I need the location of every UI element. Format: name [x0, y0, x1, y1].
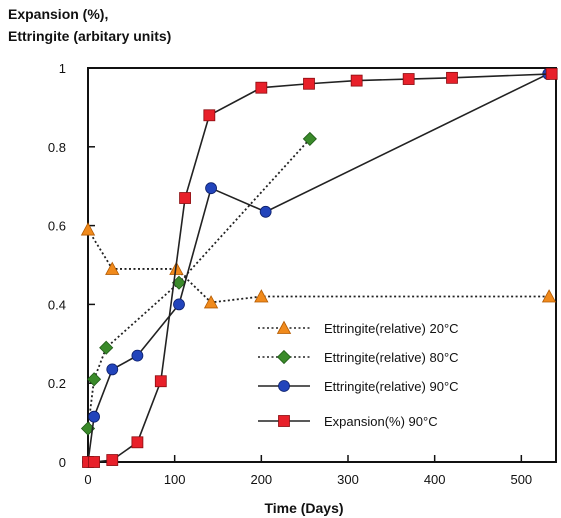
legend-label: Expansion(%) 90°C: [324, 414, 438, 429]
data-point: [88, 456, 100, 468]
legend-label: Ettringite(relative) 90°C: [324, 379, 459, 394]
y-tick-label: 0.4: [48, 297, 66, 312]
x-tick-label: 0: [84, 472, 91, 487]
y-tick-label: 0.2: [48, 376, 66, 391]
series-2: [80, 131, 317, 436]
data-point: [173, 298, 185, 311]
data-point: [88, 410, 100, 423]
series-1: [80, 222, 557, 309]
data-point: [106, 363, 119, 376]
series-line: [87, 229, 550, 304]
y-tick-label: 1: [59, 61, 66, 76]
legend-marker: [278, 415, 290, 427]
plot-frame: [87, 67, 557, 463]
data-point: [106, 454, 119, 466]
x-tick-label: 100: [164, 472, 186, 487]
legend-marker: [276, 349, 292, 365]
series-line: [87, 138, 311, 429]
data-point: [179, 192, 191, 204]
data-point: [446, 71, 458, 84]
legend-label: Ettringite(relative) 80°C: [324, 350, 459, 365]
data-point: [203, 109, 216, 122]
x-tick-label: 300: [337, 472, 359, 487]
y-axis-title-line-1: Expansion (%),: [8, 6, 109, 22]
y-tick-label: 0.8: [48, 140, 66, 155]
data-point: [131, 349, 144, 362]
series-line: [87, 73, 549, 463]
data-point: [545, 68, 558, 80]
data-point: [205, 182, 217, 195]
data-point: [99, 340, 114, 355]
data-point: [154, 375, 167, 388]
data-point: [254, 289, 269, 303]
x-tick-label: 200: [250, 472, 272, 487]
x-axis-title: Time (Days): [264, 500, 343, 516]
data-point: [87, 372, 102, 387]
legend-marker: [278, 380, 290, 392]
y-axis-title-line-2: Ettringite (arbitary units): [8, 28, 172, 44]
y-tick-label: 0.6: [48, 219, 66, 234]
data-point: [203, 295, 219, 309]
legend-label: Ettringite(relative) 20°C: [324, 321, 459, 336]
data-point: [302, 131, 317, 146]
data-point: [131, 436, 144, 449]
legend-marker: [276, 320, 292, 334]
data-point: [259, 205, 272, 218]
data-point: [402, 73, 415, 85]
x-tick-label: 500: [510, 472, 532, 487]
y-tick-label: 0: [59, 455, 66, 470]
series-4: [82, 68, 558, 468]
data-point: [80, 222, 96, 236]
series-3: [82, 68, 555, 468]
data-point: [303, 77, 315, 90]
series-line: [88, 73, 552, 463]
data-point: [255, 81, 268, 94]
data-point: [105, 261, 120, 275]
data-point: [541, 289, 557, 303]
data-point: [350, 74, 363, 87]
x-tick-label: 400: [424, 472, 446, 487]
